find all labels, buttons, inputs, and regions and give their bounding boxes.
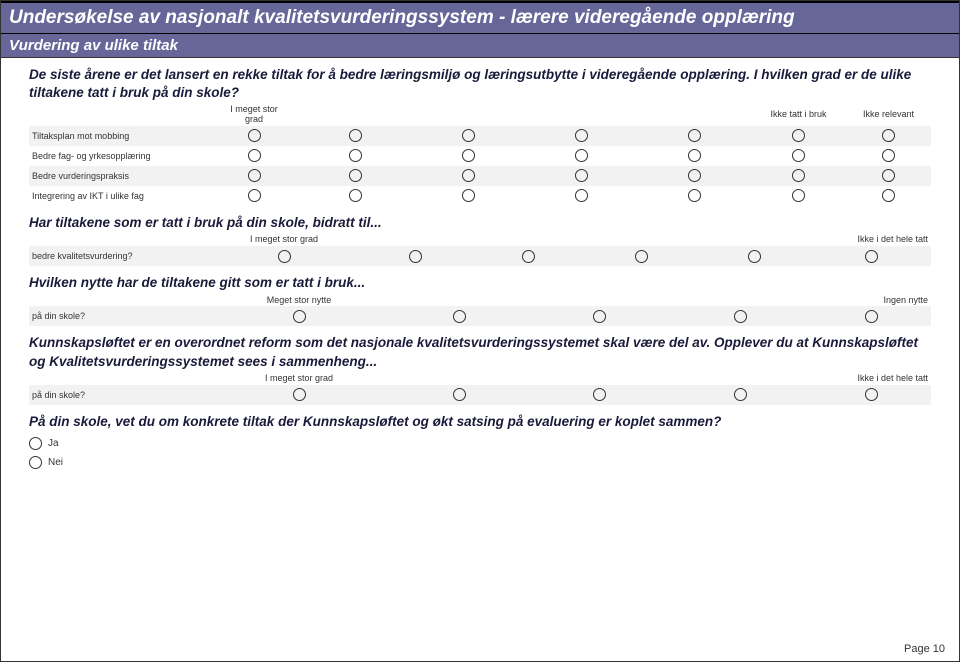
q1-r3-c5[interactable] [792,189,805,202]
q1-r0-c6[interactable] [882,129,895,142]
page-title: Undersøkelse av nasjonalt kvalitetsvurde… [9,7,795,28]
q4-row-label: på din skole? [29,385,209,405]
q3-c0[interactable] [293,310,306,323]
q3-heading: Hvilken nytte har de tiltakene gitt som … [29,274,931,292]
q2-heading: Har tiltakene som er tatt i bruk på din … [29,214,931,232]
q1-r2-c4[interactable] [688,169,701,182]
q2-c0[interactable] [278,250,291,263]
q1-r1-c0[interactable] [248,149,261,162]
q1-r0-c5[interactable] [792,129,805,142]
q2-col-right: Ikke i det hele tatt [811,234,931,246]
q1-r3-c0[interactable] [248,189,261,202]
content-area: De siste årene er det lansert en rekke t… [1,58,959,469]
q1-r2-c1[interactable] [349,169,362,182]
q1-r3-c3[interactable] [575,189,588,202]
page-subtitle-bar: Vurdering av ulike tiltak [1,34,959,58]
page-container: Undersøkelse av nasjonalt kvalitetsvurde… [0,0,960,662]
q1-r1-c4[interactable] [688,149,701,162]
q1-r1-c5[interactable] [792,149,805,162]
q5-yes-item[interactable]: Ja [29,437,931,450]
q1-r0-c1[interactable] [349,129,362,142]
q1-r0-c3[interactable] [575,129,588,142]
q3-col-left: Meget stor nytte [209,295,389,307]
q1-r0-c0[interactable] [248,129,261,142]
q3-row-label: på din skole? [29,306,209,326]
q4-c0[interactable] [293,388,306,401]
q2-row-label: bedre kvalitetsvurdering? [29,246,209,266]
page-number: Page 10 [904,643,945,655]
q5-no-item[interactable]: Nei [29,456,931,469]
q4-c2[interactable] [593,388,606,401]
q4-col-left: I meget stor grad [209,373,389,385]
q5-no-radio[interactable] [29,456,42,469]
q2-c5[interactable] [865,250,878,263]
q1-r1-c2[interactable] [462,149,475,162]
q1-col-right2: Ikke relevant [846,104,931,126]
q3-c1[interactable] [453,310,466,323]
q2-c4[interactable] [748,250,761,263]
q1-matrix: I meget stor grad Ikke tatt i bruk Ikke … [29,104,931,206]
page-subtitle: Vurdering av ulike tiltak [9,37,178,54]
q1-col-right1: Ikke tatt i bruk [751,104,846,126]
q5-options: Ja Nei [29,437,931,469]
q4-c3[interactable] [734,388,747,401]
q1-row3-label: Integrering av IKT i ulike fag [29,186,209,206]
q5-no-label: Nei [48,457,63,468]
q2-col-left: I meget stor grad [209,234,359,246]
q1-r1-c1[interactable] [349,149,362,162]
q5-yes-radio[interactable] [29,437,42,450]
q1-r3-c6[interactable] [882,189,895,202]
q1-row2-label: Bedre vurderingspraksis [29,166,209,186]
q1-r2-c3[interactable] [575,169,588,182]
q2-matrix: I meget stor grad Ikke i det hele tatt b… [29,234,931,266]
q1-col-left: I meget stor grad [209,104,299,126]
q3-c2[interactable] [593,310,606,323]
q1-r3-c4[interactable] [688,189,701,202]
q1-r2-c2[interactable] [462,169,475,182]
q1-r3-c2[interactable] [462,189,475,202]
q3-matrix: Meget stor nytte Ingen nytte på din skol… [29,295,931,327]
q1-r0-c2[interactable] [462,129,475,142]
q4-matrix: I meget stor grad Ikke i det hele tatt p… [29,373,931,405]
q1-r2-c6[interactable] [882,169,895,182]
q1-r0-c4[interactable] [688,129,701,142]
q2-c2[interactable] [522,250,535,263]
q1-r1-c3[interactable] [575,149,588,162]
q3-col-right: Ingen nytte [811,295,931,307]
q1-r2-c0[interactable] [248,169,261,182]
q1-row0-label: Tiltaksplan mot mobbing [29,126,209,146]
q1-r3-c1[interactable] [349,189,362,202]
q5-yes-label: Ja [48,438,59,449]
q4-c4[interactable] [865,388,878,401]
q1-intro: De siste årene er det lansert en rekke t… [29,66,931,102]
q3-c4[interactable] [865,310,878,323]
q4-col-right: Ikke i det hele tatt [811,373,931,385]
q1-row1-label: Bedre fag- og yrkesopplæring [29,146,209,166]
q2-c3[interactable] [635,250,648,263]
q4-heading: Kunnskapsløftet er en overordnet reform … [29,334,931,370]
q3-c3[interactable] [734,310,747,323]
q2-c1[interactable] [409,250,422,263]
q1-r2-c5[interactable] [792,169,805,182]
q5-heading: På din skole, vet du om konkrete tiltak … [29,413,931,431]
q4-c1[interactable] [453,388,466,401]
q1-r1-c6[interactable] [882,149,895,162]
page-title-bar: Undersøkelse av nasjonalt kvalitetsvurde… [1,1,959,34]
